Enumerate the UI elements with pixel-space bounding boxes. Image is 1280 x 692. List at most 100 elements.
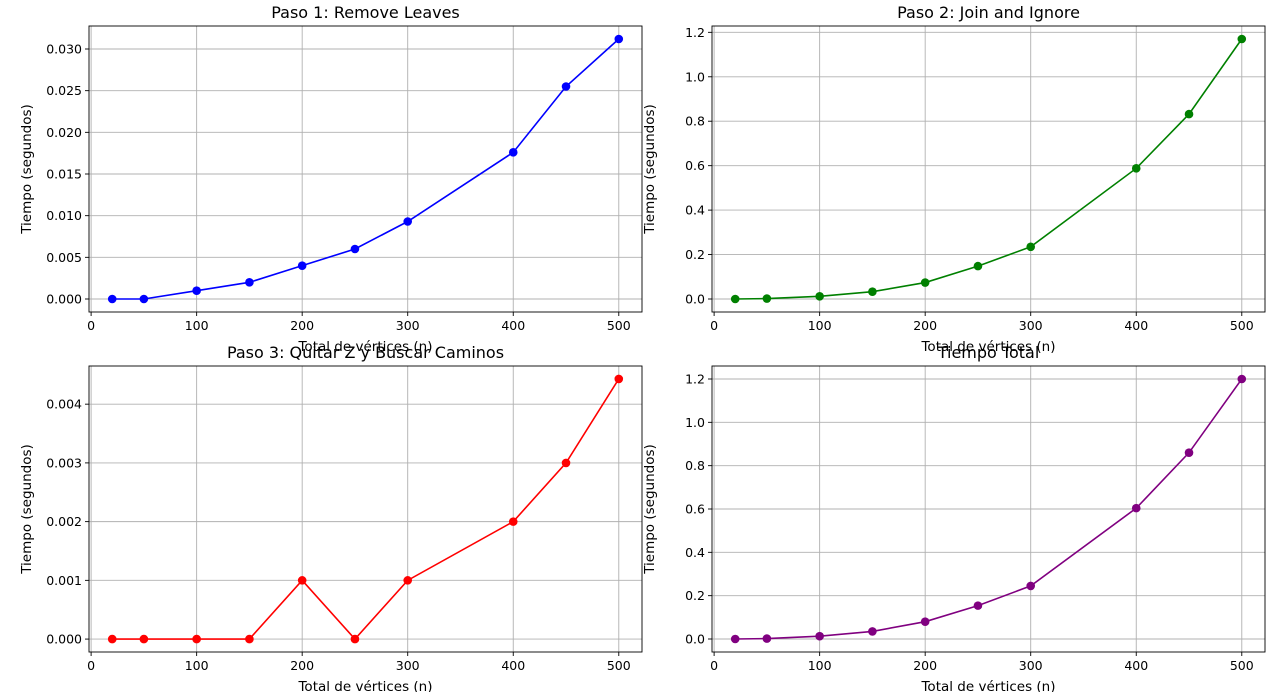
data-point xyxy=(1026,581,1036,591)
y-tick-label: 0.020 xyxy=(46,125,82,140)
chart-title: Paso 3: Quitar Z y Buscar Caminos xyxy=(227,343,504,362)
data-point xyxy=(297,261,307,270)
data-point xyxy=(815,631,824,641)
chart-title: Tiempo Total xyxy=(937,343,1040,362)
data-point xyxy=(403,217,413,226)
data-point xyxy=(350,634,360,644)
chart-title: Paso 1: Remove Leaves xyxy=(271,3,460,22)
data-point xyxy=(614,34,624,44)
y-tick-label: 0.030 xyxy=(46,42,82,57)
data-point xyxy=(920,617,930,626)
y-tick-label: 0.004 xyxy=(46,397,82,412)
x-tick-label: 200 xyxy=(290,318,314,333)
subplot-4: 0 100 200 300 400 500 0.0 0.2 0.4 0.6 0.8 1.0 1.2 Tie… xyxy=(642,343,1266,692)
y-tick-label: 0.6 xyxy=(685,158,705,173)
y-axis-label: Tiempo (segundos) xyxy=(19,104,35,235)
x-tick-label: 100 xyxy=(185,658,209,673)
data-point xyxy=(245,278,254,287)
x-tick-label: 500 xyxy=(607,318,631,333)
y-tick-label: 0.010 xyxy=(46,208,82,223)
x-tick-label: 0 xyxy=(87,318,95,333)
y-tick-label: 0.000 xyxy=(46,632,82,647)
y-tick-label: 0.6 xyxy=(685,502,705,517)
axes-frame xyxy=(88,365,643,653)
x-tick-label: 100 xyxy=(185,318,209,333)
data-point xyxy=(107,294,117,304)
y-tick-label: 0.003 xyxy=(46,455,82,470)
y-tick-label: 1.2 xyxy=(685,25,705,40)
series-line xyxy=(735,38,1243,300)
y-tick-label: 0.001 xyxy=(46,573,82,588)
x-tick-label: 400 xyxy=(501,318,525,333)
data-point xyxy=(1184,109,1194,119)
data-point xyxy=(973,261,983,271)
y-tick-label: 0.2 xyxy=(685,588,705,603)
data-point xyxy=(730,634,740,644)
axes-frame xyxy=(88,25,643,313)
y-tick-label: 1.2 xyxy=(685,372,705,387)
y-tick-label: 1.0 xyxy=(685,415,705,430)
x-axis-label: Total de vértices (n) xyxy=(920,679,1055,692)
x-tick-label: 100 xyxy=(808,658,832,673)
x-tick-label: 100 xyxy=(808,318,832,333)
x-tick-label: 200 xyxy=(913,318,937,333)
x-tick-label: 0 xyxy=(710,658,718,673)
data-point xyxy=(139,634,149,644)
data-point xyxy=(508,517,518,526)
y-tick-label: 0.2 xyxy=(685,247,705,262)
data-point xyxy=(815,292,824,301)
data-point xyxy=(973,601,983,610)
data-point xyxy=(1237,34,1247,44)
data-point xyxy=(192,286,201,295)
x-tick-label: 400 xyxy=(1124,318,1148,333)
data-point xyxy=(350,244,360,254)
data-point xyxy=(561,458,571,468)
subplot-3: 0 100 200 300 400 500 0.000 0.001 0.002 0.003 0.00… xyxy=(19,343,643,692)
y-tick-label: 0.002 xyxy=(46,514,82,529)
y-tick-label: 0.4 xyxy=(685,203,705,218)
data-point xyxy=(561,82,571,91)
y-tick-label: 0.005 xyxy=(46,250,82,265)
data-point xyxy=(762,634,772,643)
x-tick-label: 300 xyxy=(1019,658,1043,673)
data-point xyxy=(107,634,117,644)
axes-frame xyxy=(711,25,1266,313)
data-point xyxy=(1184,448,1194,457)
data-point xyxy=(245,634,254,644)
data-point xyxy=(403,576,413,585)
data-point xyxy=(192,634,201,644)
x-axis-label: Total de vértices (n) xyxy=(297,339,432,355)
data-point xyxy=(868,287,877,296)
y-tick-label: 0.4 xyxy=(685,545,705,560)
x-tick-label: 200 xyxy=(290,658,314,673)
y-axis-label: Tiempo (segundos) xyxy=(19,444,35,575)
data-point xyxy=(868,627,877,636)
y-tick-label: 1.0 xyxy=(685,69,705,84)
data-point xyxy=(614,374,624,384)
y-tick-label: 0.025 xyxy=(46,83,82,98)
y-axis-label: Tiempo (segundos) xyxy=(642,104,658,235)
x-tick-label: 300 xyxy=(396,658,420,673)
x-tick-label: 200 xyxy=(913,658,937,673)
series-line xyxy=(112,38,620,300)
y-tick-label: 0.8 xyxy=(685,458,705,473)
data-point xyxy=(508,148,518,157)
y-tick-label: 0.015 xyxy=(46,167,82,182)
chart-title: Paso 2: Join and Ignore xyxy=(897,3,1080,22)
subplot-1: 0 100 200 300 400 500 0.000 0.005 0.010 0.015 0.02… xyxy=(19,3,643,355)
data-point xyxy=(297,576,307,585)
y-tick-label: 0.0 xyxy=(685,292,705,307)
series-line xyxy=(112,378,620,641)
data-point xyxy=(730,294,740,304)
x-tick-label: 500 xyxy=(607,658,631,673)
y-tick-label: 0.8 xyxy=(685,114,705,129)
x-tick-label: 400 xyxy=(1124,658,1148,673)
data-point xyxy=(1131,164,1141,173)
x-axis-label: Total de vértices (n) xyxy=(297,679,432,692)
x-tick-label: 300 xyxy=(396,318,420,333)
series-line xyxy=(735,378,1243,640)
data-point xyxy=(1131,503,1141,513)
data-point xyxy=(139,294,149,304)
y-axis-label: Tiempo (segundos) xyxy=(642,444,658,575)
